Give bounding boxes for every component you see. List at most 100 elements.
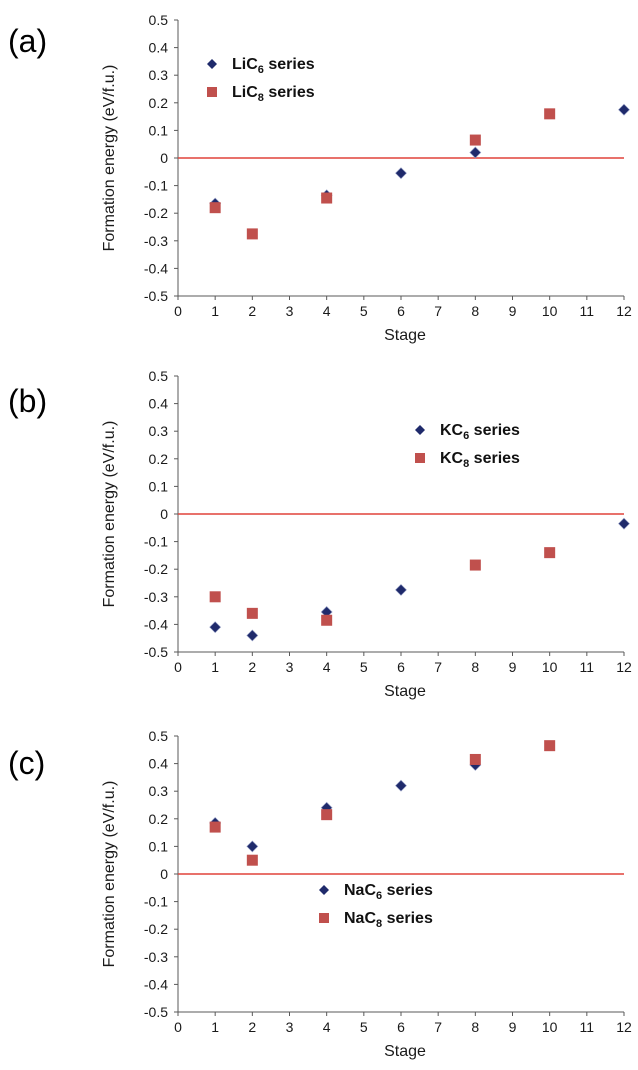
legend-diamond-icon [207, 59, 217, 69]
legend-label-base: KC [440, 422, 464, 439]
y-tick-label: 0.4 [149, 396, 169, 412]
data-point-square [321, 192, 333, 204]
x-tick-label: 2 [248, 1019, 256, 1035]
x-tick-label: 5 [360, 1019, 368, 1035]
y-tick-label: -0.4 [144, 976, 168, 992]
x-tick-label: 0 [174, 1019, 182, 1035]
data-point-square [209, 591, 221, 603]
y-tick-label: -0.1 [144, 894, 168, 910]
x-tick-label: 12 [616, 303, 632, 319]
legend-label-base: KC [440, 450, 464, 467]
x-tick-label: 9 [509, 303, 517, 319]
x-axis-title: Stage [384, 1043, 426, 1060]
x-tick-label: 7 [434, 659, 442, 675]
x-tick-label: 10 [542, 659, 558, 675]
legend-label-subscript: 6 [258, 64, 264, 76]
panel-a: (a) 0.5 0.4 0.3 0.2 0.1 0 -0.1 -0.2 -0.3 -0.4 -0.5 0… [8, 12, 632, 344]
legend-label-tail: series [264, 56, 315, 73]
data-point-square [246, 854, 258, 866]
data-point-square [246, 228, 258, 240]
y-tick-label: 0.4 [149, 40, 169, 56]
y-tick-label: 0.5 [149, 728, 169, 744]
x-tick-label: 4 [323, 1019, 331, 1035]
legend-label-subscript: 6 [463, 430, 469, 442]
x-tick-label: 8 [471, 303, 479, 319]
y-axis-title: Formation energy (eV/f.u.) [101, 421, 118, 608]
data-point-square [209, 202, 221, 214]
legend-label-base: NaC [344, 910, 376, 927]
legend-label-base: LiC [232, 56, 258, 73]
y-tick-label: -0.3 [144, 233, 168, 249]
y-tick-label: 0.1 [149, 122, 169, 138]
panel-c: (c) 0.5 0.4 0.3 0.2 0.1 0 -0.1 -0.2 -0.3 -0.4 -0.5 0… [8, 728, 632, 1060]
x-tick-label: 0 [174, 303, 182, 319]
y-tick-label: 0.3 [149, 67, 169, 83]
x-tick-label: 0 [174, 659, 182, 675]
x-tick-label: 3 [286, 659, 294, 675]
x-tick-label: 4 [323, 659, 331, 675]
data-point-diamond [395, 583, 407, 596]
y-axis-title: Formation energy (eV/f.u.) [101, 781, 118, 968]
x-tick-label: 6 [397, 303, 405, 319]
legend-square-icon [415, 453, 425, 463]
data-point-square [544, 547, 556, 559]
x-tick-label: 4 [323, 303, 331, 319]
data-point-diamond [209, 621, 222, 634]
legend-label-base: LiC [232, 84, 258, 101]
data-point-square [209, 821, 221, 833]
x-tick-label: 10 [542, 303, 558, 319]
y-tick-label: 0.4 [149, 756, 169, 772]
x-tick-label: 6 [397, 1019, 405, 1035]
x-tick-label: 5 [360, 659, 368, 675]
x-axis-title: Stage [384, 327, 426, 344]
y-tick-label: 0 [160, 150, 168, 166]
y-axis-title: Formation energy (eV/f.u.) [101, 65, 118, 252]
data-point-diamond [469, 146, 482, 159]
panel-b: (b) 0.5 0.4 0.3 0.2 0.1 0 -0.1 -0.2 -0.3 -0.4 -0.5 0… [8, 368, 632, 700]
y-tick-label: 0 [160, 506, 168, 522]
y-tick-label: -0.2 [144, 921, 168, 937]
data-point-square [544, 108, 556, 120]
x-tick-label: 6 [397, 659, 405, 675]
x-tick-label: 11 [580, 659, 595, 675]
legend-label-tail: series [469, 422, 520, 439]
x-tick-label: 2 [248, 659, 256, 675]
y-tick-label: 0.5 [149, 368, 169, 384]
data-point-square [321, 614, 333, 626]
x-tick-label: 1 [211, 1019, 219, 1035]
y-tick-label: 0.2 [149, 451, 169, 467]
data-point-square [246, 607, 258, 619]
data-point-diamond [618, 517, 630, 530]
legend-label: NaC8 series [344, 910, 433, 930]
legend-label-tail: series [469, 450, 520, 467]
y-tick-label: 0.2 [149, 95, 169, 111]
x-tick-label: 7 [434, 1019, 442, 1035]
data-point-square [469, 559, 481, 571]
data-point-square [469, 134, 481, 146]
y-tick-label: 0.1 [149, 838, 169, 854]
legend-label-subscript: 8 [463, 458, 469, 470]
x-tick-label: 9 [509, 659, 517, 675]
y-tick-label: 0.3 [149, 423, 169, 439]
panel-label: (c) [8, 745, 45, 781]
x-tick-label: 5 [360, 303, 368, 319]
legend-label: NaC6 series [344, 882, 433, 902]
x-tick-label: 7 [434, 303, 442, 319]
x-tick-label: 9 [509, 1019, 517, 1035]
panel-label: (b) [8, 383, 47, 419]
legend-square-icon [207, 87, 217, 97]
y-tick-label: -0.1 [144, 534, 168, 550]
x-tick-label: 1 [211, 303, 219, 319]
legend-label-subscript: 8 [376, 918, 382, 930]
legend-diamond-icon [319, 885, 329, 895]
y-tick-label: -0.3 [144, 949, 168, 965]
data-point-square [469, 753, 481, 765]
y-tick-label: -0.5 [144, 288, 168, 304]
legend-label-subscript: 6 [376, 890, 382, 902]
y-tick-label: 0 [160, 866, 168, 882]
y-tick-label: 0.3 [149, 783, 169, 799]
data-point-diamond [246, 840, 259, 853]
y-tick-label: -0.2 [144, 561, 168, 577]
data-point-square [544, 740, 556, 752]
data-point-diamond [618, 103, 630, 116]
